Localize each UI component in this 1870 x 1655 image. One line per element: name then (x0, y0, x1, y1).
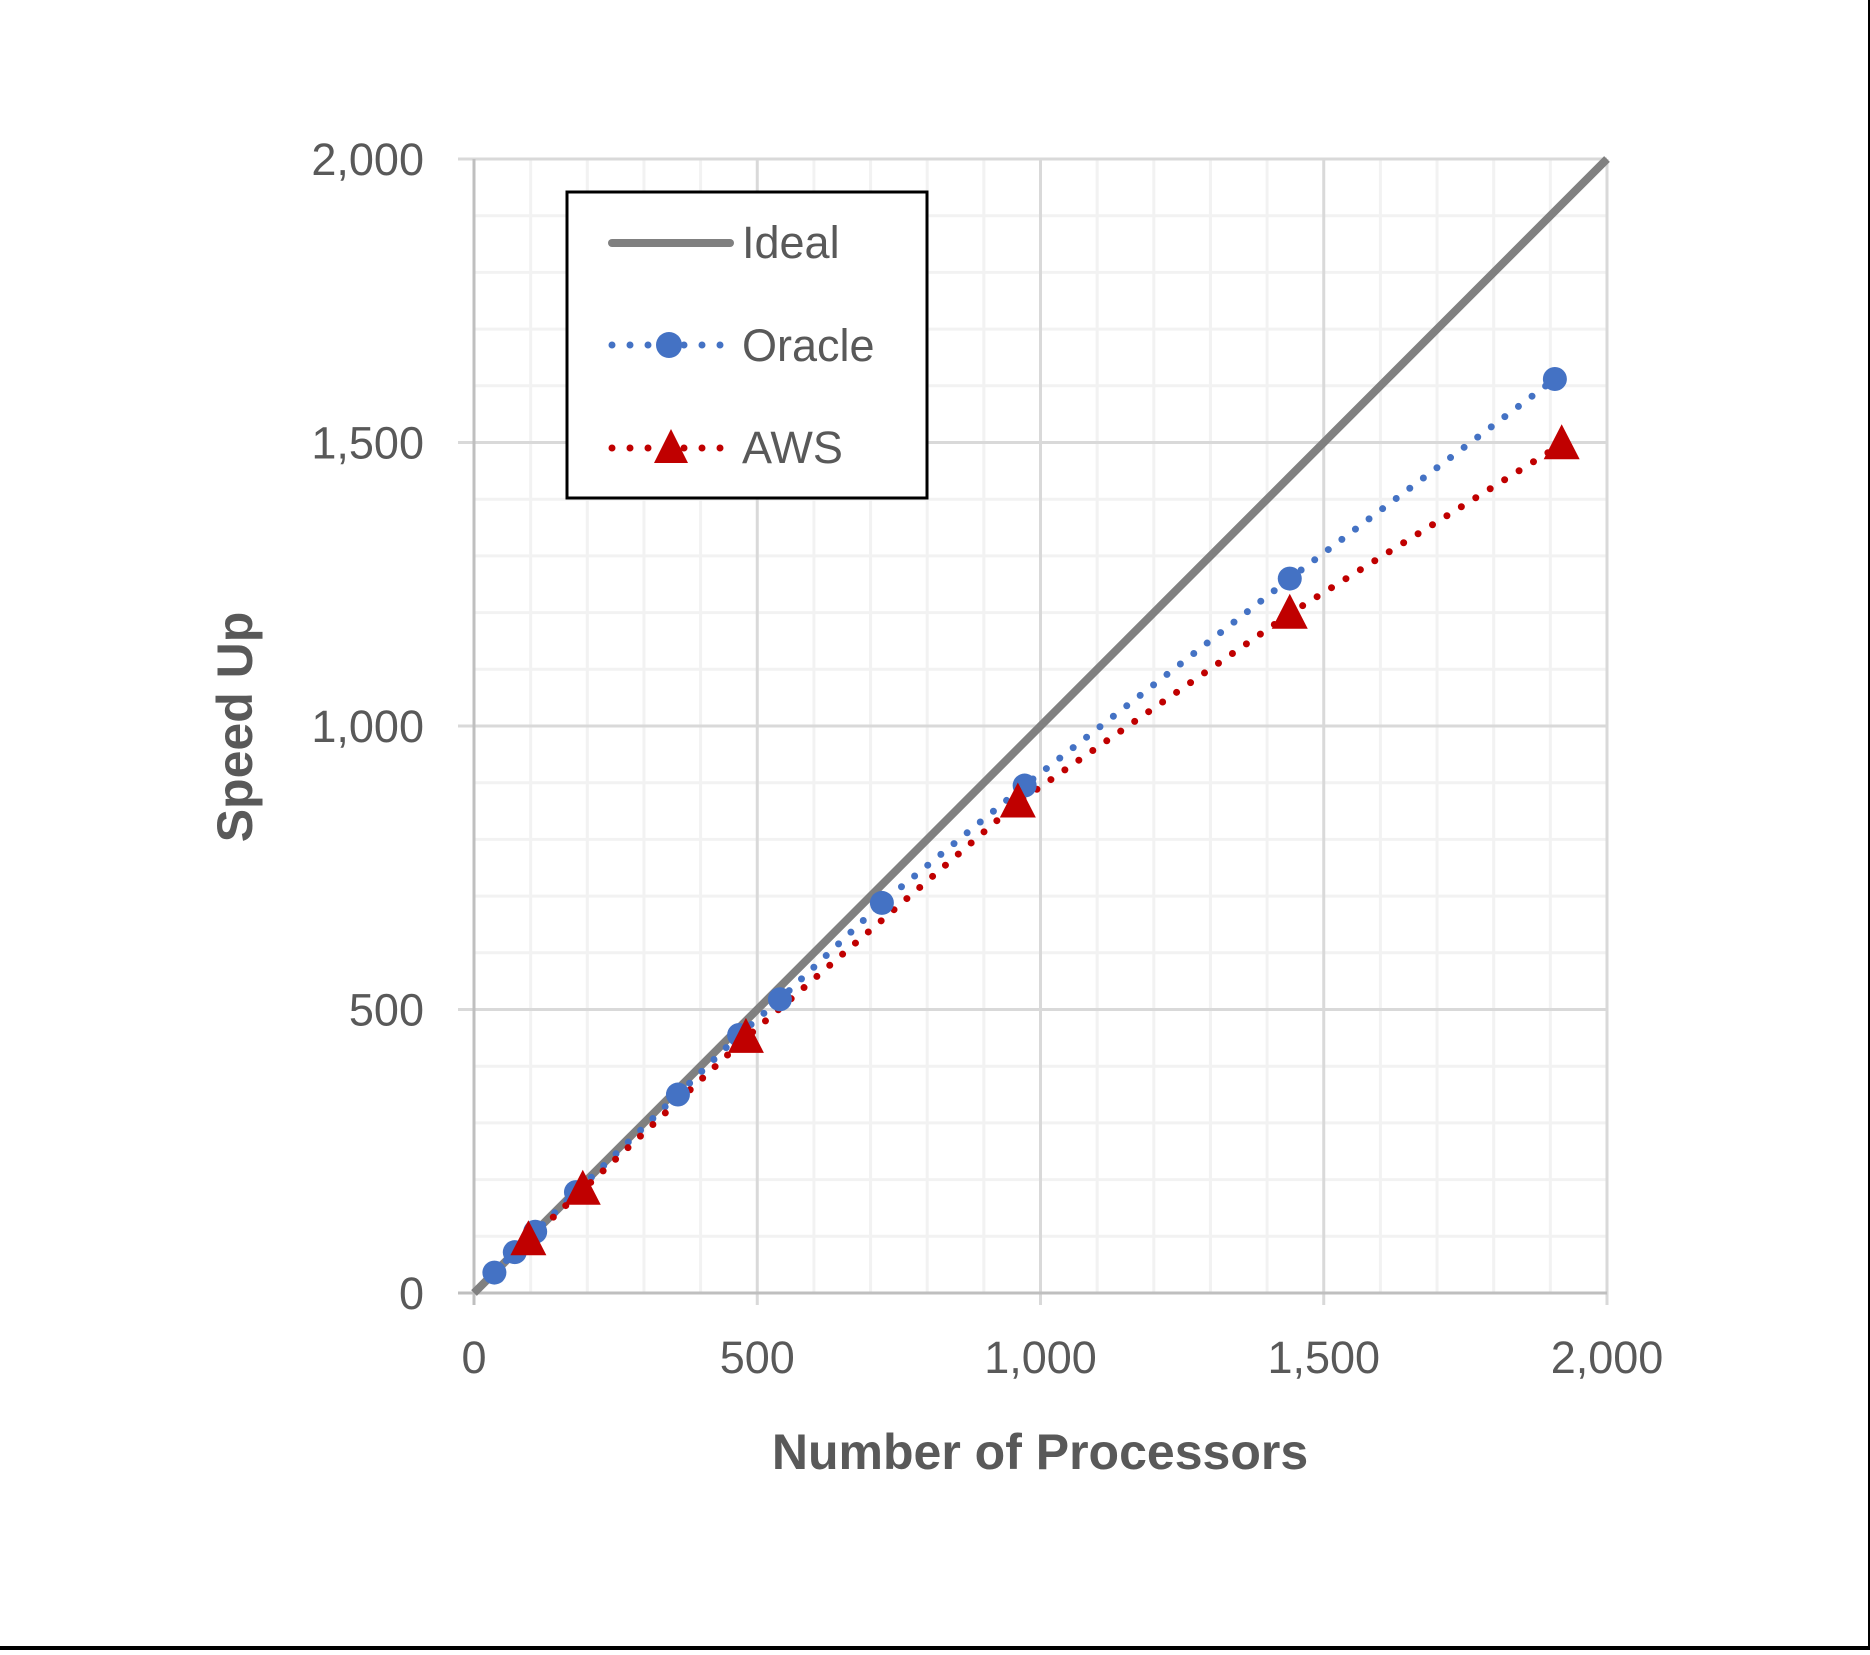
aws-data-point (1543, 424, 1580, 460)
y-tick-label: 1,000 (311, 701, 424, 752)
y-axis-tick-labels: 0 500 1,000 1,500 2,000 (311, 134, 424, 1319)
oracle-data-point (1542, 366, 1567, 391)
x-axis-tick-labels: 0 500 1,000 1,500 2,000 (461, 1332, 1663, 1383)
x-tick-label: 2,000 (1551, 1332, 1664, 1383)
series-line-oracle (490, 375, 1559, 1277)
legend: Ideal Oracle AWS (565, 190, 929, 500)
x-tick-label: 1,500 (1267, 1332, 1380, 1383)
oracle-data-point (869, 890, 894, 915)
triangle-marker-icon (654, 429, 688, 463)
x-axis-title: Number of Processors (772, 1424, 1308, 1480)
aws-data-point (727, 1017, 764, 1053)
oracle-data-point (1277, 566, 1302, 591)
aws-data-point (999, 782, 1036, 818)
image-bottom-border (0, 1646, 1870, 1650)
y-tick-label: 2,000 (311, 134, 424, 185)
legend-item-oracle: Oracle (608, 320, 875, 371)
series-line-aws (524, 440, 1566, 1244)
aws-data-point (564, 1169, 601, 1205)
aws-data-point (510, 1220, 547, 1256)
axes (458, 159, 1607, 1305)
y-tick-label: 1,500 (311, 418, 424, 469)
x-tick-label: 1,000 (984, 1332, 1097, 1383)
y-tick-label: 500 (349, 985, 424, 1036)
plot-series (471, 156, 1610, 1296)
oracle-data-point (482, 1260, 507, 1285)
circle-marker-icon (656, 332, 682, 358)
legend-item-aws: AWS (608, 422, 843, 473)
oracle-data-point (665, 1082, 690, 1107)
image-right-border (1868, 0, 1870, 1650)
legend-item-ideal: Ideal (608, 217, 840, 268)
y-axis-title: Speed Up (207, 612, 263, 843)
legend-label-oracle: Oracle (742, 320, 875, 371)
legend-label-ideal: Ideal (742, 217, 840, 268)
aws-data-point (1271, 593, 1308, 629)
series-line-ideal (471, 156, 1610, 1296)
legend-label-aws: AWS (742, 422, 843, 473)
x-tick-label: 500 (720, 1332, 795, 1383)
y-tick-label: 0 (399, 1268, 424, 1319)
x-tick-label: 0 (461, 1332, 486, 1383)
oracle-data-point (767, 987, 792, 1012)
